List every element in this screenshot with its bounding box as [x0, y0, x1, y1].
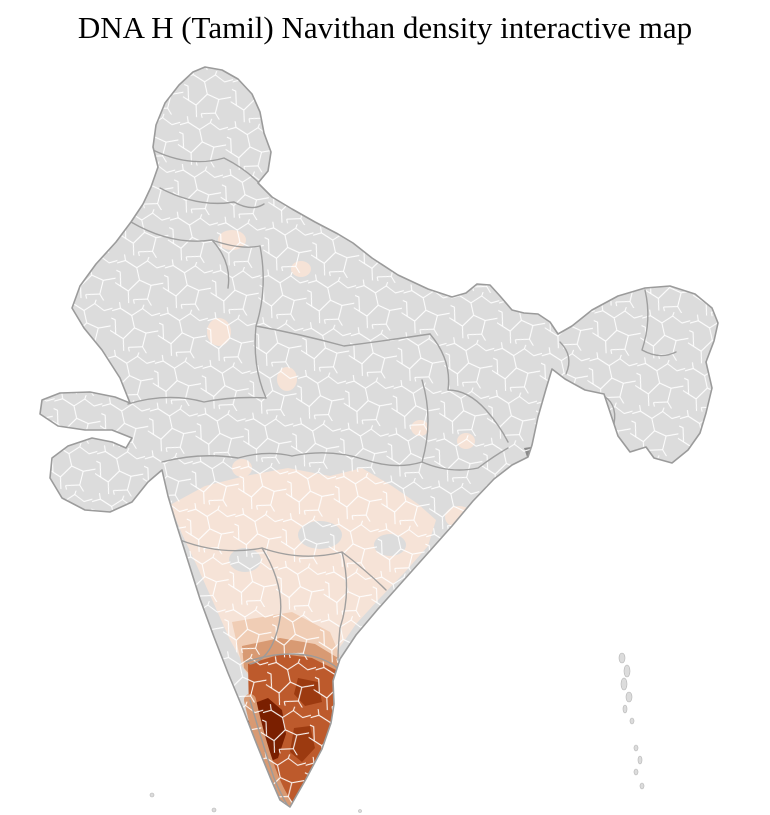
island[interactable] [637, 755, 643, 765]
island[interactable] [211, 807, 217, 813]
island[interactable] [358, 809, 362, 813]
state-border-line [249, 699, 289, 807]
state-border-line [249, 547, 282, 665]
india-outline [39, 66, 719, 808]
state-border-line [337, 551, 348, 661]
state-border-line [421, 447, 509, 471]
island[interactable] [622, 704, 628, 714]
island[interactable] [625, 691, 633, 703]
state-border-line [152, 149, 259, 183]
state-border-line [429, 333, 509, 443]
state-borders [127, 149, 677, 807]
island[interactable] [623, 664, 631, 678]
island[interactable] [629, 717, 635, 725]
island[interactable] [149, 792, 155, 798]
island[interactable] [618, 652, 626, 664]
state-border-line [159, 187, 265, 209]
state-border-line [211, 239, 230, 289]
state-border-line [179, 539, 387, 591]
state-border-line [641, 289, 677, 357]
page-title: DNA H (Tamil) Navithan density interacti… [77, 10, 693, 45]
state-border-line [161, 452, 293, 463]
district-borders-overlay [40, 67, 718, 807]
state-border-line [421, 379, 429, 463]
island[interactable] [620, 677, 628, 691]
island[interactable] [633, 768, 639, 776]
state-border-line [255, 325, 431, 347]
state-border-line [291, 452, 423, 467]
lakshadweep-islands[interactable] [149, 792, 362, 813]
andaman-nicobar-islands[interactable] [618, 652, 645, 790]
state-border-line [127, 396, 267, 405]
state-border-line [245, 653, 338, 669]
state-border-line [559, 341, 570, 375]
island[interactable] [639, 782, 645, 790]
island[interactable] [633, 744, 639, 752]
